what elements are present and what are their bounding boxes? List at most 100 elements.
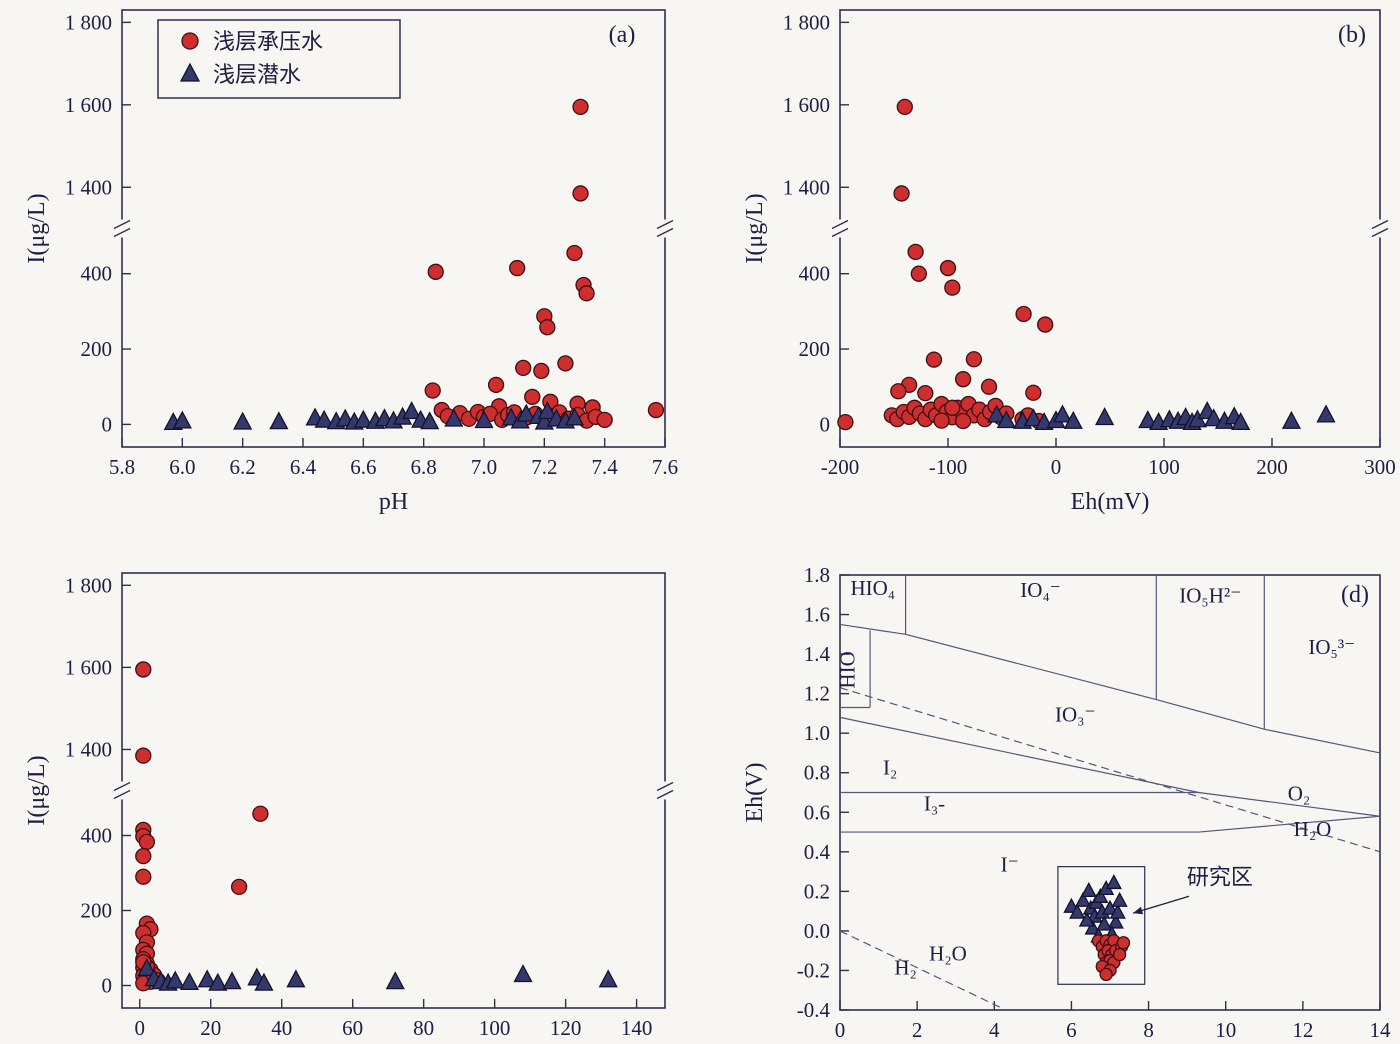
data-point [135, 868, 152, 885]
data-point [564, 407, 585, 426]
data-point [513, 964, 533, 983]
axis-break [658, 781, 672, 800]
data-point [181, 32, 199, 50]
data-point [1096, 915, 1113, 931]
data-point [557, 355, 574, 372]
svg-text:1.4: 1.4 [804, 642, 831, 666]
data-point [135, 661, 152, 678]
data-point [996, 410, 1016, 429]
svg-text:1 800: 1 800 [65, 573, 112, 597]
tick-marks [121, 21, 666, 447]
data-point [179, 971, 200, 991]
data-point [954, 371, 972, 388]
region-label: IO₄⁻ [1020, 578, 1061, 602]
svg-text:0.6: 0.6 [804, 800, 830, 824]
series-triangle [163, 401, 585, 431]
svg-text:400: 400 [799, 262, 831, 286]
plot-frame [839, 9, 1381, 448]
data-point [1063, 410, 1083, 429]
annotation-label: 研究区 [1187, 864, 1253, 889]
data-point [578, 285, 595, 302]
data-point [385, 971, 405, 990]
plot-frame [121, 572, 666, 1009]
svg-text:14: 14 [1370, 1018, 1392, 1042]
data-point [944, 279, 961, 296]
data-point [135, 747, 152, 764]
i3-i-boundary [840, 815, 1381, 833]
tick-labels: 0 2 4 6 8 10 12 14 -0.4 -0.2 0.0 0.2 0.4 0.6 0.8 1.0 1.2… [797, 563, 1391, 1042]
svg-text:20: 20 [200, 1016, 221, 1040]
data-point [572, 98, 589, 116]
data-point [1112, 947, 1127, 962]
svg-text:200: 200 [799, 337, 831, 361]
io4-io3-boundary [905, 633, 1157, 701]
scatter-ph-vs-iodine: 5.8 6.0 6.2 6.4 6.6 6.8 7.0 7.2 7.4 7.6 0 200 400 1 4… [24, 9, 678, 515]
data-point [1204, 408, 1224, 427]
region-label: IO₃⁻ [1055, 702, 1096, 726]
tick-marks [839, 21, 1381, 447]
data-point [222, 971, 242, 990]
series-triangle [987, 401, 1336, 431]
panel-c: 0 20 40 60 80 100 120 140 0 200 400 1 400 1 600 1 800… [0, 522, 700, 1044]
svg-text:7.6: 7.6 [652, 455, 678, 479]
data-point [572, 185, 589, 202]
svg-text:-0.2: -0.2 [797, 958, 830, 982]
data-point [1078, 911, 1095, 927]
data-point [566, 244, 583, 262]
svg-text:0: 0 [134, 1016, 145, 1040]
data-point [1023, 408, 1043, 427]
data-point [987, 404, 1007, 423]
svg-text:80: 80 [413, 1016, 434, 1040]
data-point [137, 958, 157, 977]
io3-upper-right-boundary [1156, 698, 1381, 754]
svg-text:10: 10 [1215, 1018, 1236, 1042]
data-point [1107, 913, 1124, 929]
svg-text:140: 140 [621, 1016, 653, 1040]
svg-text:2: 2 [912, 1018, 923, 1042]
legend-box [157, 19, 401, 99]
data-point [135, 847, 152, 865]
y-axis-label: I(μg/L) [24, 755, 50, 825]
pourbaix-diagram: 0 2 4 6 8 10 12 14 -0.4 -0.2 0.0 0.2 0.4 0.6 0.8 1.0 1.2… [742, 563, 1391, 1042]
data-point [1052, 404, 1073, 423]
data-point [980, 378, 998, 395]
svg-text:-0.4: -0.4 [797, 998, 831, 1022]
data-point [1105, 874, 1122, 890]
svg-text:0.2: 0.2 [804, 879, 830, 903]
data-point [230, 878, 248, 896]
data-point [1074, 891, 1092, 907]
io3-lower-boundary [839, 716, 1381, 817]
data-point [1037, 316, 1054, 333]
tick-labels: 5.8 6.0 6.2 6.4 6.6 6.8 7.0 7.2 7.4 7.6 0 200 400 1 4… [65, 10, 678, 479]
series-triangle [137, 958, 618, 991]
data-point [1111, 891, 1128, 907]
region-label: H₂ [894, 955, 917, 979]
data-point [925, 351, 943, 368]
svg-text:200: 200 [81, 899, 113, 923]
svg-text:40: 40 [271, 1016, 292, 1040]
data-point [254, 972, 274, 991]
data-point [269, 411, 289, 430]
svg-text:1.6: 1.6 [804, 603, 830, 627]
data-point [917, 384, 934, 402]
svg-text:0: 0 [835, 1018, 846, 1042]
data-point [286, 969, 306, 988]
svg-text:400: 400 [81, 824, 113, 848]
data-point [1116, 936, 1131, 950]
data-point [138, 833, 155, 851]
data-point [1092, 887, 1109, 903]
panel-b: -200 -100 0 100 200 300 0 200 400 1 400 1 600 1 800… [700, 0, 1400, 522]
annotation-arrow [1132, 895, 1190, 914]
region-label: I₂ [883, 756, 897, 780]
data-point [896, 98, 913, 116]
svg-text:1 600: 1 600 [65, 655, 112, 679]
svg-text:1 600: 1 600 [783, 93, 830, 117]
data-point [353, 409, 373, 428]
svg-text:1 400: 1 400 [783, 175, 830, 199]
data-point [1025, 384, 1042, 401]
data-point [487, 376, 505, 393]
data-point [208, 972, 228, 991]
data-point [1095, 407, 1115, 426]
data-point [420, 411, 440, 430]
